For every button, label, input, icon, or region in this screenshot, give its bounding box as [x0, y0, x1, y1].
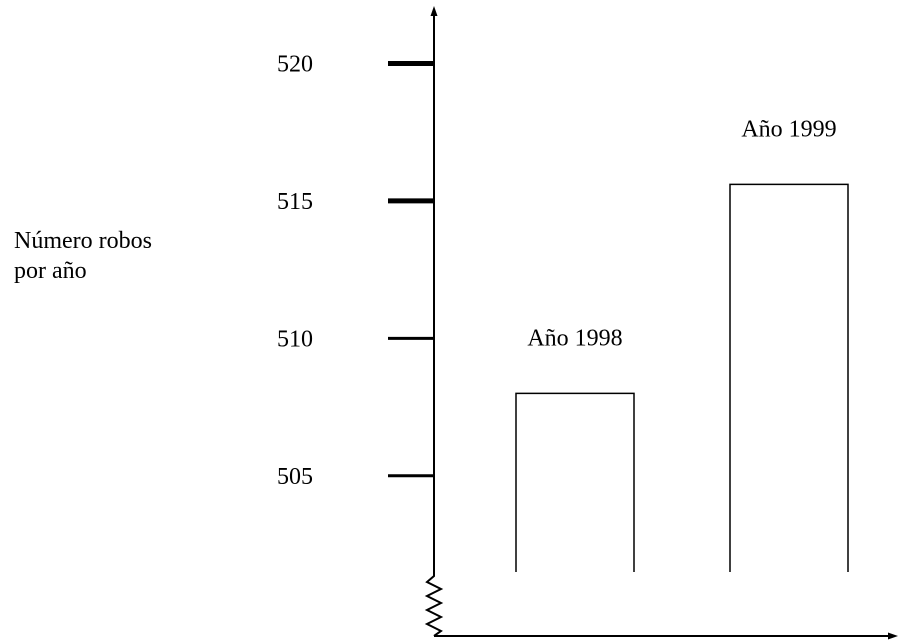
axis-break-zigzag [427, 572, 441, 636]
y-axis-arrowhead [431, 6, 438, 16]
bar-label: Año 1999 [741, 116, 836, 142]
y-tick-label: 510 [277, 326, 313, 352]
bar [516, 393, 634, 572]
axes [427, 6, 898, 640]
y-tick-label: 520 [277, 51, 313, 77]
x-axis-arrowhead [888, 633, 898, 640]
y-tick-label: 505 [277, 464, 313, 490]
y-tick-label: 515 [277, 189, 313, 215]
y-axis-label: por año [14, 258, 87, 284]
bar [730, 184, 848, 572]
y-axis-label: Número robos [14, 228, 152, 254]
bar-label: Año 1998 [527, 325, 622, 351]
